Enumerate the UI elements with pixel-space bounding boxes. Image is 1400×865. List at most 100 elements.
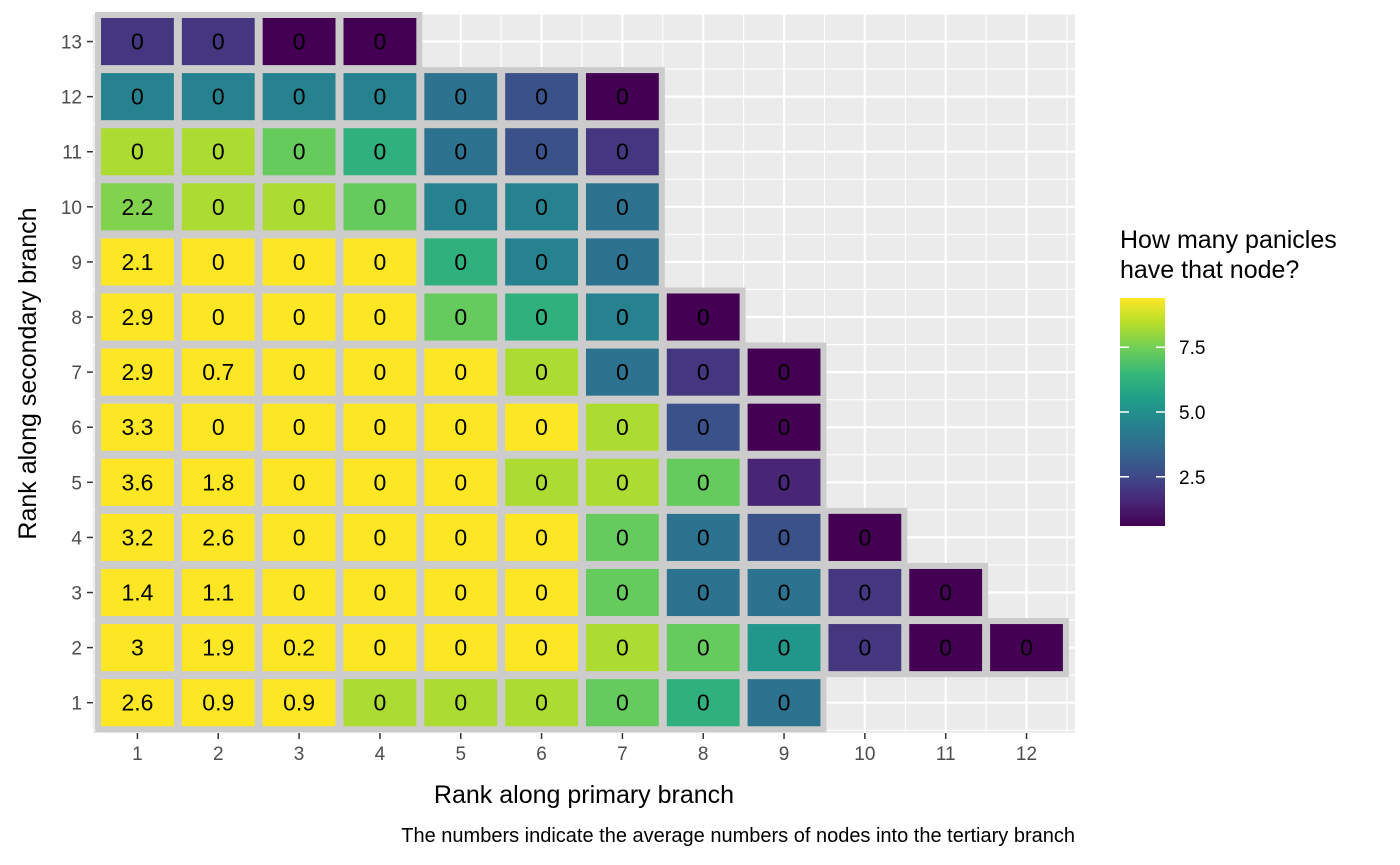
heatmap-cell <box>343 403 417 451</box>
cell-value-label: 0 <box>374 635 387 661</box>
cell-value-label: 0 <box>697 469 710 495</box>
heatmap-cell <box>181 679 255 727</box>
cell-value-label: 0 <box>293 29 306 55</box>
cell-value-label: 0 <box>939 635 952 661</box>
heatmap-cell <box>585 568 659 617</box>
heatmap-cell <box>101 128 174 176</box>
heatmap-cell <box>262 624 336 672</box>
heatmap-cell <box>666 679 740 727</box>
cell-value-label: 0 <box>697 304 710 330</box>
cell-value-label: 0 <box>778 469 791 495</box>
heatmap-cell <box>505 238 578 286</box>
heatmap-cell <box>747 403 821 451</box>
cell-value-label: 0 <box>293 414 306 440</box>
heatmap-cell <box>262 403 336 451</box>
cell-value-label: 0 <box>616 580 629 606</box>
cell-value-label: 0 <box>697 635 710 661</box>
cell-value-label: 0 <box>131 139 144 165</box>
y-tick-label: 12 <box>61 88 82 109</box>
y-tick-label: 5 <box>71 473 82 494</box>
y-tick-label: 9 <box>71 253 82 274</box>
heatmap-cell <box>585 73 659 121</box>
cell-value-label: 0 <box>293 304 306 330</box>
heatmap-cell <box>262 18 336 66</box>
cell-value-label: 0 <box>778 690 791 716</box>
cell-value-label: 0 <box>374 580 387 606</box>
heatmap-cell <box>262 348 336 396</box>
cell-value-label: 0 <box>616 690 629 716</box>
cell-value-label: 1.9 <box>202 635 234 661</box>
cell-value-label: 0 <box>454 635 467 661</box>
y-tick-label: 10 <box>61 198 82 219</box>
x-tick-label: 2 <box>213 744 224 765</box>
cell-value-label: 0 <box>535 84 548 110</box>
heatmap-cell <box>181 183 255 231</box>
cell-value-label: 0.9 <box>283 690 315 716</box>
cell-value-label: 0 <box>616 524 629 550</box>
heatmap-cell <box>666 568 740 617</box>
cell-value-label: 0 <box>293 194 306 220</box>
x-tick-label: 10 <box>854 744 875 765</box>
heatmap-cell <box>343 128 417 176</box>
cell-value-label: 0 <box>535 139 548 165</box>
cell-value-label: 1.8 <box>202 469 234 495</box>
cell-value-label: 0 <box>858 635 871 661</box>
heatmap-cell <box>343 679 417 727</box>
y-tick-label: 4 <box>71 528 82 549</box>
cell-value-label: 0 <box>535 304 548 330</box>
y-axis-title: Rank along secondary branch <box>14 207 42 539</box>
heatmap-cell <box>181 403 255 451</box>
cell-value-label: 0 <box>374 249 387 275</box>
heatmap-cell <box>585 458 659 506</box>
cell-value-label: 0 <box>212 304 225 330</box>
cell-value-label: 0 <box>212 249 225 275</box>
cell-value-label: 0 <box>535 359 548 385</box>
x-tick-label: 11 <box>936 744 956 765</box>
heatmap-cell <box>424 624 498 672</box>
heatmap-cell <box>101 458 174 506</box>
heatmap-cell <box>343 183 417 231</box>
cell-value-label: 0 <box>212 194 225 220</box>
chart-caption: The numbers indicate the average numbers… <box>401 825 1075 847</box>
cell-value-label: 0 <box>293 249 306 275</box>
heatmap-cell <box>262 73 336 121</box>
heatmap-cell <box>424 128 498 176</box>
cell-value-label: 0 <box>616 194 629 220</box>
heatmap-cell <box>181 568 255 617</box>
heatmap-cell <box>424 238 498 286</box>
cell-value-label: 0 <box>212 29 225 55</box>
heatmap-cell <box>424 293 498 341</box>
heatmap-cell <box>747 568 821 617</box>
heatmap-cell <box>424 458 498 506</box>
heatmap-cell <box>343 293 417 341</box>
y-tick-label: 13 <box>61 33 82 54</box>
y-tick-label: 7 <box>71 363 82 384</box>
cell-value-label: 0 <box>454 84 467 110</box>
heatmap-cell <box>262 458 336 506</box>
heatmap-cell <box>990 624 1063 672</box>
cell-value-label: 0 <box>616 139 629 165</box>
cell-value-label: 0 <box>374 84 387 110</box>
x-tick-label: 9 <box>779 744 790 765</box>
heatmap-cell <box>181 293 255 341</box>
cell-value-label: 2.9 <box>121 359 153 385</box>
legend-ticks: 2.5 5.0 7.5 <box>1120 338 1205 489</box>
cell-value-label: 0 <box>454 690 467 716</box>
cell-value-label: 0 <box>374 414 387 440</box>
heatmap-cell <box>585 128 659 176</box>
heatmap-cell <box>343 18 417 66</box>
heatmap-cell <box>505 348 578 396</box>
cell-value-label: 0 <box>1020 635 1033 661</box>
cell-value-label: 0 <box>293 580 306 606</box>
cell-value-label: 0.2 <box>283 635 315 661</box>
y-tick-label: 8 <box>71 308 82 329</box>
heatmap-cell <box>666 624 740 672</box>
heatmap-cell <box>666 293 740 341</box>
cell-value-label: 0 <box>535 249 548 275</box>
y-tick-label: 2 <box>71 639 82 660</box>
y-tick-label: 11 <box>62 143 82 164</box>
heatmap-cell <box>585 513 659 561</box>
heatmap-cell <box>181 128 255 176</box>
cell-value-labels: 2.6 3 1.4 3.2 3.6 3.3 2.9 2.9 2.1 2.2 0 0 0 0.9 1.9 1.1… <box>121 29 1032 716</box>
